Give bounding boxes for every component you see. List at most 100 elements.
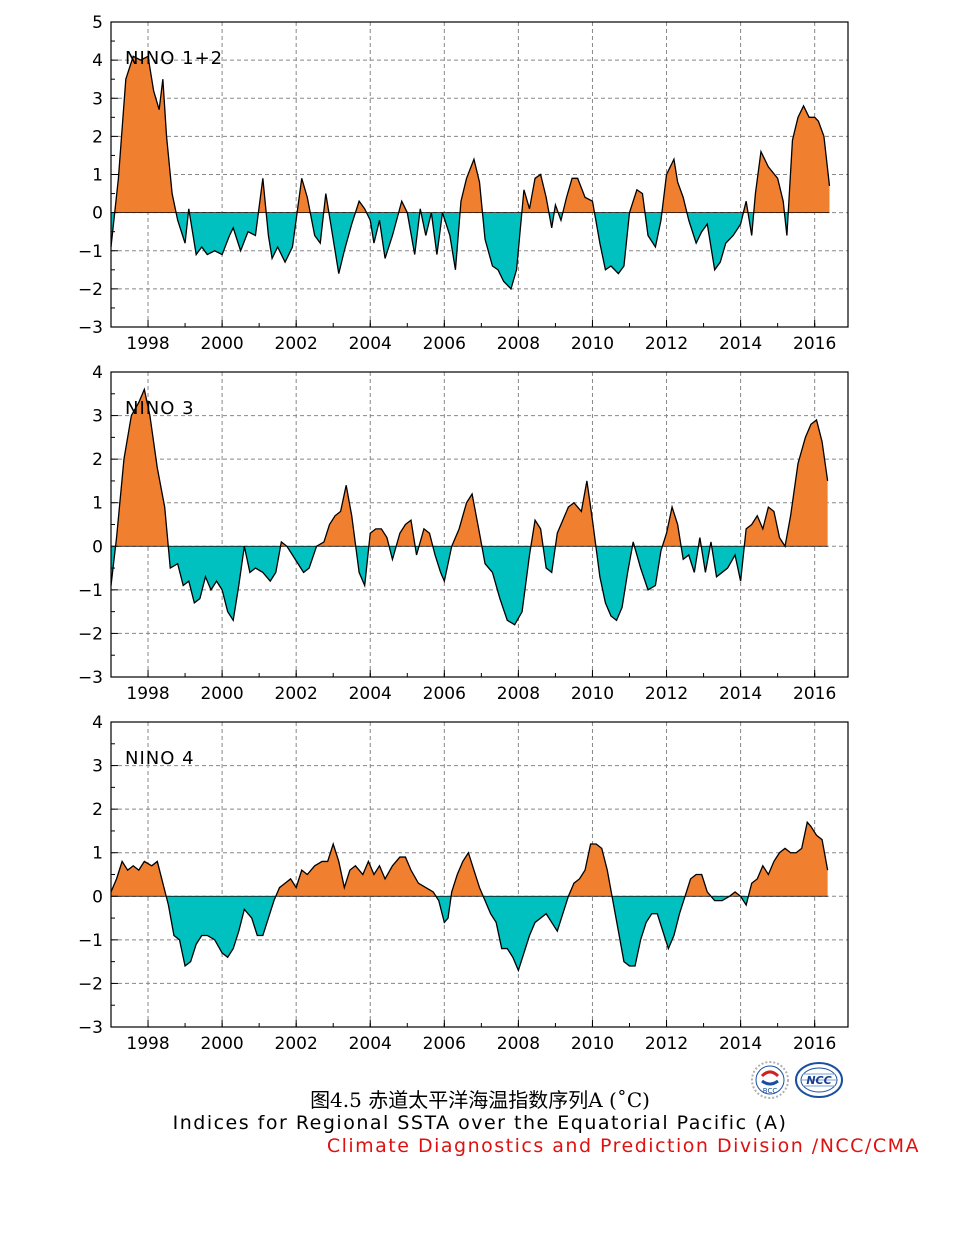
negative-anomaly-area	[612, 896, 686, 966]
positive-anomaly-area	[297, 178, 311, 213]
svg-text:BCC: BCC	[763, 1087, 778, 1095]
x-tick-label: 2004	[349, 334, 392, 354]
y-tick-label: −3	[78, 668, 103, 688]
ncc-logo: NCC	[795, 1062, 843, 1098]
negative-anomaly-area	[266, 212, 298, 263]
positive-anomaly-area	[753, 151, 785, 213]
x-tick-label: 1998	[126, 1034, 169, 1054]
y-tick-label: −2	[78, 624, 103, 644]
negative-anomaly-area	[328, 212, 356, 274]
positive-anomaly-area	[788, 105, 830, 213]
x-tick-label: 2008	[497, 334, 540, 354]
x-tick-label: 2014	[719, 684, 762, 704]
positive-anomaly-area	[258, 178, 267, 213]
negative-anomaly-area	[244, 546, 281, 582]
svg-text:NCC: NCC	[806, 1074, 831, 1087]
positive-anomaly-area	[398, 201, 408, 213]
chart-panel-3: −3 −2 −1 0 1 2 3 4 1998 2000 2002 2004 2006 2008 2010 2…	[78, 713, 849, 1054]
organization-credit: Climate Diagnostics and Prediction Divis…	[326, 1135, 920, 1157]
chart-panel-1: −3 −2 −1 0 1 2 3 4 5 1998 2000 2002 2004 2006 2008 2010…	[78, 13, 849, 354]
y-tick-label: 2	[92, 127, 103, 147]
negative-anomaly-area	[421, 212, 432, 236]
y-tick-label: 1	[92, 844, 103, 864]
positive-anomaly-area	[685, 874, 711, 897]
x-tick-label: 2012	[645, 334, 688, 354]
negative-anomaly-area	[189, 212, 259, 255]
x-tick-label: 2016	[793, 684, 836, 704]
y-tick-label: 3	[92, 407, 103, 427]
chart-panel-2: −3 −2 −1 0 1 2 3 4 1998 2000 2002 2004 2006 2008 2010 2…	[78, 363, 849, 704]
positive-anomaly-area	[568, 844, 613, 897]
y-tick-label: 3	[92, 757, 103, 777]
positive-anomaly-area	[785, 419, 828, 547]
x-tick-label: 2002	[275, 1034, 318, 1054]
y-tick-label: 4	[92, 363, 103, 383]
negative-anomaly-area	[366, 212, 399, 259]
panel-title: NINO 4	[125, 748, 195, 769]
y-tick-label: 0	[92, 204, 103, 224]
positive-anomaly-area	[451, 852, 484, 897]
y-tick-label: 0	[92, 887, 103, 907]
x-tick-label: 2008	[497, 1034, 540, 1054]
x-tick-label: 2016	[793, 334, 836, 354]
positive-anomaly-area	[521, 174, 549, 213]
y-tick-label: 2	[92, 800, 103, 820]
series-line	[110, 387, 829, 626]
positive-anomaly-area	[111, 861, 167, 897]
y-tick-label: −3	[78, 1018, 103, 1038]
y-tick-label: −2	[78, 974, 103, 994]
positive-anomaly-area	[316, 485, 356, 547]
x-tick-label: 2012	[645, 1034, 688, 1054]
negative-anomaly-area	[595, 546, 633, 621]
positive-anomaly-area	[748, 822, 828, 897]
negative-anomaly-area	[168, 546, 245, 621]
positive-anomaly-area	[275, 844, 436, 897]
plot-frame	[110, 721, 849, 1028]
figure-caption-english: Indices for Regional SSTA over the Equat…	[172, 1112, 788, 1134]
positive-anomaly-area	[662, 507, 682, 547]
y-tick-label: 0	[92, 537, 103, 557]
positive-anomaly-area	[629, 189, 645, 213]
positive-anomaly-area	[530, 520, 544, 547]
negative-anomaly-area	[701, 546, 711, 573]
positive-anomaly-area	[744, 507, 786, 547]
negative-anomaly-area	[432, 546, 452, 582]
positive-anomaly-area	[729, 891, 741, 897]
negative-anomaly-area	[644, 212, 662, 247]
negative-anomaly-area	[431, 212, 443, 255]
positive-anomaly-area	[396, 520, 416, 547]
x-tick-label: 2006	[423, 684, 466, 704]
y-tick-label: 1	[92, 166, 103, 186]
x-tick-label: 2010	[571, 1034, 614, 1054]
x-tick-label: 2004	[349, 1034, 392, 1054]
y-tick-label: −2	[78, 280, 103, 300]
x-tick-label: 2006	[423, 334, 466, 354]
y-tick-label: 4	[92, 51, 103, 71]
x-tick-label: 2016	[793, 1034, 836, 1054]
negative-anomaly-area	[286, 546, 317, 573]
y-tick-label: −3	[78, 318, 103, 338]
x-tick-label: 1998	[126, 684, 169, 704]
x-tick-label: 2010	[571, 684, 614, 704]
y-tick-label: 2	[92, 450, 103, 470]
negative-anomaly-area	[482, 212, 522, 289]
panel-title: NINO 3	[125, 398, 195, 419]
x-tick-label: 2010	[571, 334, 614, 354]
x-tick-label: 2014	[719, 1034, 762, 1054]
x-tick-label: 2012	[645, 684, 688, 704]
x-tick-label: 2002	[275, 684, 318, 704]
y-tick-label: 1	[92, 494, 103, 514]
x-tick-label: 2004	[349, 684, 392, 704]
y-tick-label: −1	[78, 931, 103, 951]
x-tick-label: 2014	[719, 334, 762, 354]
x-tick-label: 1998	[126, 334, 169, 354]
negative-anomaly-area	[310, 212, 324, 244]
positive-anomaly-area	[115, 389, 169, 547]
y-tick-label: 3	[92, 89, 103, 109]
y-tick-label: −1	[78, 581, 103, 601]
y-tick-label: −1	[78, 242, 103, 262]
bcc-logo: BCC	[751, 1061, 789, 1099]
negative-anomaly-area	[389, 546, 397, 560]
panel-title: NINO 1+2	[125, 48, 223, 69]
